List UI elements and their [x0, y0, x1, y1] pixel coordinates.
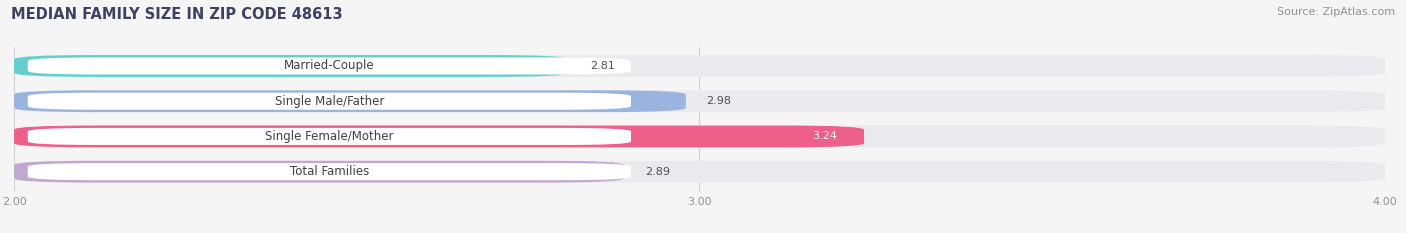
FancyBboxPatch shape	[28, 163, 631, 180]
Text: 2.98: 2.98	[706, 96, 731, 106]
FancyBboxPatch shape	[14, 161, 624, 183]
FancyBboxPatch shape	[14, 90, 1385, 112]
FancyBboxPatch shape	[14, 55, 569, 77]
Text: MEDIAN FAMILY SIZE IN ZIP CODE 48613: MEDIAN FAMILY SIZE IN ZIP CODE 48613	[11, 7, 343, 22]
Text: 2.89: 2.89	[645, 167, 669, 177]
Text: Total Families: Total Families	[290, 165, 368, 178]
FancyBboxPatch shape	[14, 161, 1385, 183]
FancyBboxPatch shape	[14, 55, 1385, 77]
FancyBboxPatch shape	[14, 90, 686, 112]
Text: 3.24: 3.24	[811, 131, 837, 141]
Text: Single Female/Mother: Single Female/Mother	[266, 130, 394, 143]
Text: Married-Couple: Married-Couple	[284, 59, 374, 72]
FancyBboxPatch shape	[14, 126, 865, 147]
FancyBboxPatch shape	[28, 128, 631, 145]
FancyBboxPatch shape	[28, 93, 631, 110]
FancyBboxPatch shape	[14, 126, 1385, 147]
FancyBboxPatch shape	[28, 58, 631, 75]
Text: Single Male/Father: Single Male/Father	[274, 95, 384, 108]
Text: Source: ZipAtlas.com: Source: ZipAtlas.com	[1277, 7, 1395, 17]
Text: 2.81: 2.81	[591, 61, 614, 71]
